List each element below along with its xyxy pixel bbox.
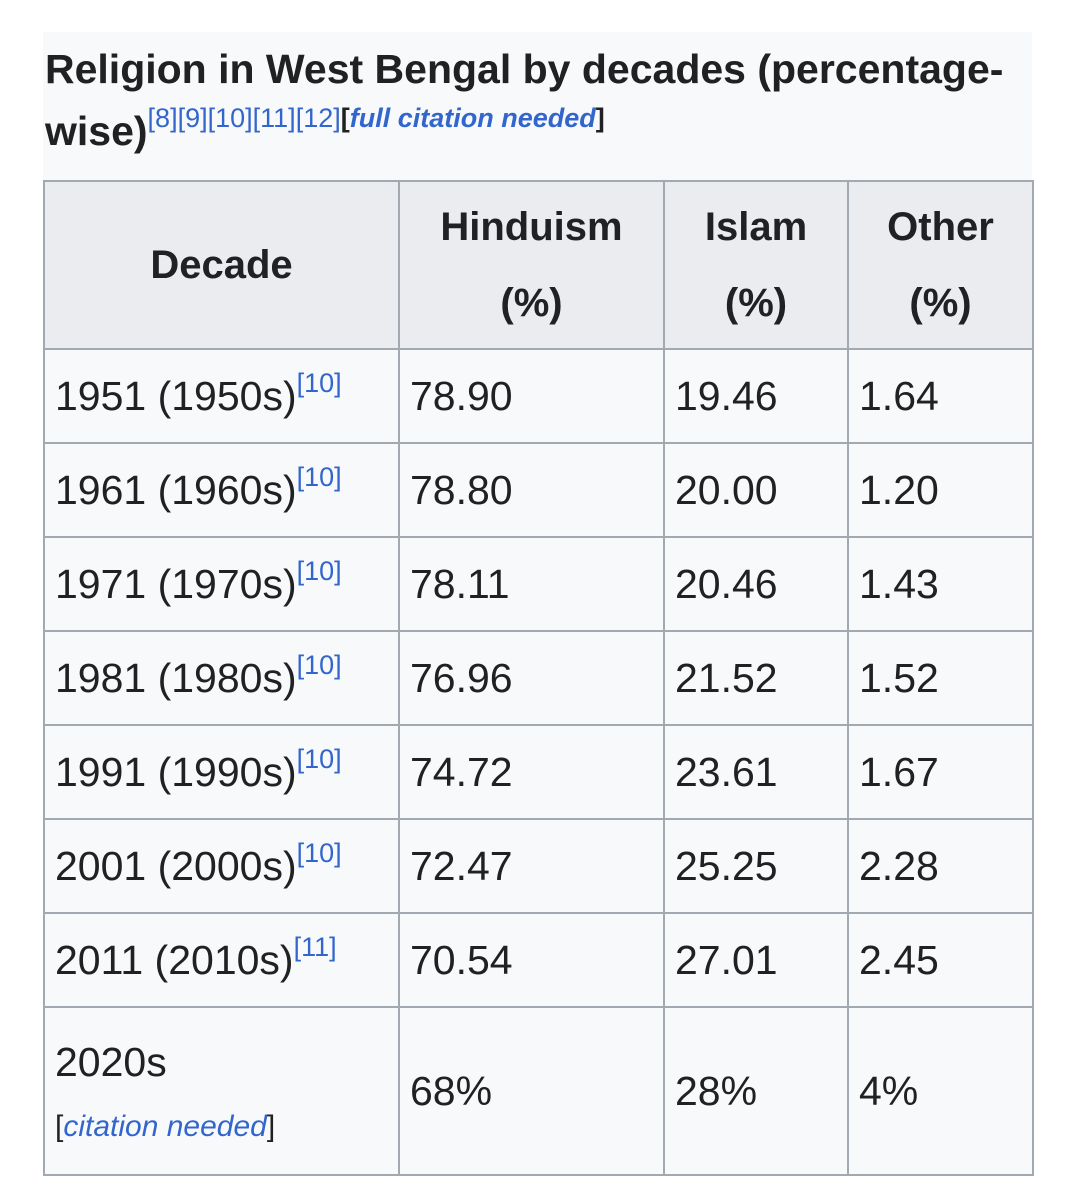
decade-text: 1951 (1950s)	[55, 372, 297, 419]
islam-cell: 25.25	[663, 818, 849, 914]
islam-cell: 20.00	[663, 442, 849, 538]
citation-close-bracket: ]	[266, 1109, 276, 1143]
citation-open-bracket: [	[340, 103, 350, 133]
ref-link-10[interactable]: [10]	[207, 103, 253, 133]
header-islam-label: Islam	[704, 205, 808, 249]
decade-cell: 1961 (1960s)[10]	[43, 442, 400, 538]
header-decade-label: Decade	[150, 243, 293, 287]
ref-link[interactable]: [10]	[296, 367, 342, 398]
table-row: 1991 (1990s)[10] 74.72 23.61 1.67	[43, 724, 1034, 820]
decade-text: 2011 (2010s)	[55, 936, 294, 983]
decade-cell: 2020s [citation needed]	[43, 1006, 400, 1176]
religion-table: Decade Hinduism (%) Islam (%) Other (%) 195…	[43, 180, 1034, 1176]
header-islam-unit: (%)	[724, 281, 788, 325]
decade-cell: 1981 (1980s)[10]	[43, 630, 400, 726]
header-other[interactable]: Other (%)	[847, 180, 1034, 350]
hinduism-cell: 78.11	[398, 536, 665, 632]
caption-title: Religion in West Bengal by decades (perc…	[45, 46, 1004, 154]
header-hinduism-label: Hinduism	[440, 205, 623, 249]
citation-close-bracket: ]	[595, 103, 605, 133]
other-cell: 2.28	[847, 818, 1034, 914]
hinduism-cell: 70.54	[398, 912, 665, 1008]
ref-link-11[interactable]: [11]	[252, 103, 296, 133]
religion-table-box: Religion in West Bengal by decades (perc…	[43, 32, 1034, 1176]
citation-needed-tag: [citation needed]	[55, 1110, 388, 1144]
other-cell: 2.45	[847, 912, 1034, 1008]
islam-cell: 28%	[663, 1006, 849, 1176]
header-other-label: Other	[887, 205, 994, 249]
other-cell: 1.43	[847, 536, 1034, 632]
other-cell: 1.52	[847, 630, 1034, 726]
ref-link-9[interactable]: [9]	[177, 103, 208, 133]
islam-cell: 27.01	[663, 912, 849, 1008]
hinduism-cell: 72.47	[398, 818, 665, 914]
ref-link[interactable]: [10]	[296, 649, 342, 680]
decade-text: 1991 (1990s)	[55, 748, 297, 795]
other-cell: 1.20	[847, 442, 1034, 538]
decade-text: 1971 (1970s)	[55, 560, 297, 607]
table-row: 1951 (1950s)[10] 78.90 19.46 1.64	[43, 348, 1034, 444]
header-islam[interactable]: Islam (%)	[663, 180, 849, 350]
header-hinduism[interactable]: Hinduism (%)	[398, 180, 665, 350]
table-row: 2011 (2010s)[11] 70.54 27.01 2.45	[43, 912, 1034, 1008]
islam-cell: 23.61	[663, 724, 849, 820]
table-header-row: Decade Hinduism (%) Islam (%) Other (%)	[43, 180, 1034, 350]
decade-text: 1961 (1960s)	[55, 466, 297, 513]
other-cell: 1.67	[847, 724, 1034, 820]
table-row: 1961 (1960s)[10] 78.80 20.00 1.20	[43, 442, 1034, 538]
table-row: 1981 (1980s)[10] 76.96 21.52 1.52	[43, 630, 1034, 726]
citation-needed-link[interactable]: citation needed	[63, 1109, 267, 1143]
full-citation-needed-link[interactable]: full citation needed	[349, 103, 596, 133]
hinduism-cell: 68%	[398, 1006, 665, 1176]
decade-text: 2020s	[55, 1038, 167, 1085]
header-other-unit: (%)	[909, 281, 972, 325]
header-hinduism-unit: (%)	[500, 281, 563, 325]
hinduism-cell: 76.96	[398, 630, 665, 726]
other-cell: 4%	[847, 1006, 1034, 1176]
islam-cell: 19.46	[663, 348, 849, 444]
hinduism-cell: 74.72	[398, 724, 665, 820]
hinduism-cell: 78.90	[398, 348, 665, 444]
ref-link-12[interactable]: [12]	[295, 103, 341, 133]
decade-cell: 2001 (2000s)[10]	[43, 818, 400, 914]
table-row: 2001 (2000s)[10] 72.47 25.25 2.28	[43, 818, 1034, 914]
ref-link[interactable]: [11]	[293, 931, 337, 962]
decade-cell: 1991 (1990s)[10]	[43, 724, 400, 820]
citation-open-bracket: [	[55, 1109, 64, 1143]
decade-cell: 2011 (2010s)[11]	[43, 912, 400, 1008]
table-row: 1971 (1970s)[10] 78.11 20.46 1.43	[43, 536, 1034, 632]
full-citation-needed-tag: [full citation needed]	[341, 103, 605, 133]
ref-link[interactable]: [10]	[296, 743, 342, 774]
decade-cell: 1951 (1950s)[10]	[43, 348, 400, 444]
header-decade[interactable]: Decade	[43, 180, 400, 350]
decade-text: 2001 (2000s)	[55, 842, 297, 889]
hinduism-cell: 78.80	[398, 442, 665, 538]
decade-text: 1981 (1980s)	[55, 654, 297, 701]
ref-link[interactable]: [10]	[296, 461, 342, 492]
islam-cell: 20.46	[663, 536, 849, 632]
caption-refs: [8][9][10][11][12][full citation needed]	[148, 103, 605, 133]
other-cell: 1.64	[847, 348, 1034, 444]
islam-cell: 21.52	[663, 630, 849, 726]
table-row-2020s: 2020s [citation needed] 68% 28% 4%	[43, 1006, 1034, 1176]
ref-link-8[interactable]: [8]	[147, 103, 178, 133]
decade-cell: 1971 (1970s)[10]	[43, 536, 400, 632]
ref-link[interactable]: [10]	[296, 837, 342, 868]
table-caption: Religion in West Bengal by decades (perc…	[43, 32, 1032, 180]
ref-link[interactable]: [10]	[296, 555, 342, 586]
